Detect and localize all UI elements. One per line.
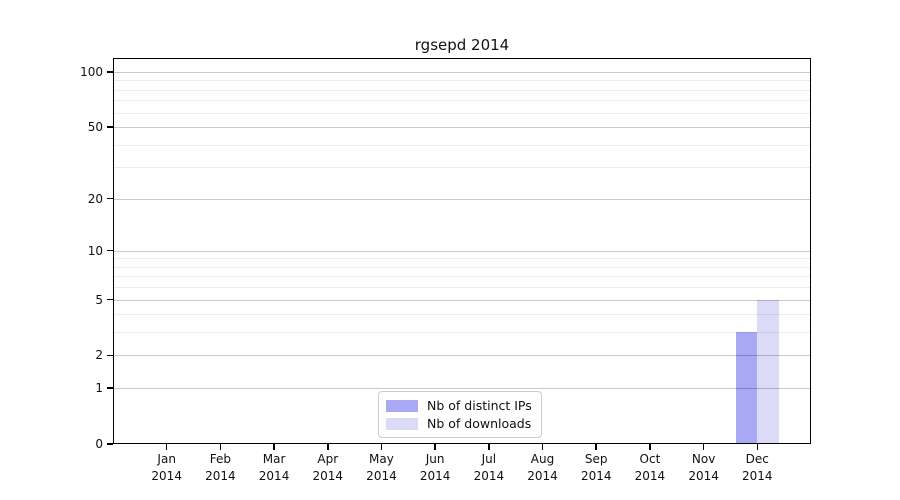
major-gridline — [114, 388, 810, 390]
plot-area — [113, 58, 811, 444]
x-tick-label: Feb 2014 — [205, 452, 236, 483]
minor-gridline — [114, 144, 810, 146]
y-axis-tick — [107, 298, 113, 301]
x-tick-label: May 2014 — [366, 452, 397, 483]
y-axis-tick — [107, 443, 113, 445]
x-axis-tick — [595, 444, 597, 450]
x-tick-label: Jun 2014 — [419, 452, 451, 483]
y-axis-tick — [107, 126, 113, 128]
major-gridline — [114, 198, 810, 200]
minor-gridline — [114, 258, 810, 260]
x-axis-tick — [649, 444, 651, 450]
minor-gridline — [114, 167, 810, 169]
x-tick-label: Mar 2014 — [258, 452, 290, 483]
chart-title: rgsepd 2014 — [414, 36, 510, 54]
legend-label: Nb of downloads — [427, 416, 532, 431]
x-axis-tick — [434, 444, 436, 450]
x-tick-label: Aug 2014 — [527, 452, 558, 483]
x-axis-tick — [488, 444, 490, 450]
major-gridline — [114, 250, 810, 252]
minor-gridline — [114, 276, 810, 278]
y-axis-tick — [107, 197, 113, 200]
x-tick-label: Oct 2014 — [634, 452, 666, 483]
x-axis-tick — [380, 444, 383, 450]
minor-gridline — [114, 80, 810, 82]
x-tick-label: Nov 2014 — [688, 452, 719, 483]
x-axis-tick — [219, 444, 222, 450]
y-axis-tick — [107, 249, 113, 252]
y-tick-label: 100 — [80, 64, 103, 79]
minor-gridline — [114, 89, 810, 91]
y-tick-label: 0 — [95, 437, 103, 451]
x-axis-tick — [327, 444, 329, 450]
legend: Nb of distinct IPs Nb of downloads — [378, 391, 542, 438]
x-tick-label: Sep 2014 — [580, 452, 612, 483]
major-gridline — [114, 126, 810, 128]
y-tick-label: 5 — [95, 292, 103, 307]
x-tick-label: Apr 2014 — [312, 452, 344, 483]
minor-gridline — [114, 287, 810, 289]
x-axis-tick — [541, 444, 544, 450]
x-axis-tick — [756, 444, 759, 450]
minor-gridline — [114, 112, 810, 114]
x-tick-label: Dec 2014 — [742, 452, 773, 483]
y-axis-tick — [107, 354, 113, 357]
minor-gridline — [114, 314, 810, 316]
legend-swatch — [386, 417, 418, 430]
x-axis-tick — [273, 444, 275, 450]
legend-item: Nb of distinct IPs — [386, 398, 532, 413]
bar-nb-of-distinct-ips — [735, 332, 758, 443]
y-tick-label: 10 — [87, 243, 103, 258]
legend-swatch — [386, 399, 418, 412]
x-tick-label: Jan 2014 — [151, 452, 182, 483]
y-tick-label: 1 — [95, 381, 103, 396]
major-gridline — [114, 355, 810, 357]
minor-gridline — [114, 332, 810, 334]
legend-label: Nb of distinct IPs — [427, 398, 532, 413]
y-tick-label: 50 — [87, 119, 103, 134]
minor-gridline — [114, 100, 810, 102]
y-axis-tick — [107, 387, 113, 389]
y-tick-label: 20 — [87, 191, 103, 206]
x-axis-tick — [165, 444, 168, 450]
y-tick-label: 2 — [95, 348, 103, 363]
minor-gridline — [114, 266, 810, 268]
major-gridline — [114, 299, 810, 301]
x-tick-label: Jul 2014 — [473, 452, 505, 483]
bar-nb-of-downloads — [757, 299, 779, 443]
legend-item: Nb of downloads — [386, 416, 532, 431]
x-axis-tick — [702, 444, 705, 450]
major-gridline — [114, 71, 810, 73]
y-axis-tick — [107, 71, 113, 73]
